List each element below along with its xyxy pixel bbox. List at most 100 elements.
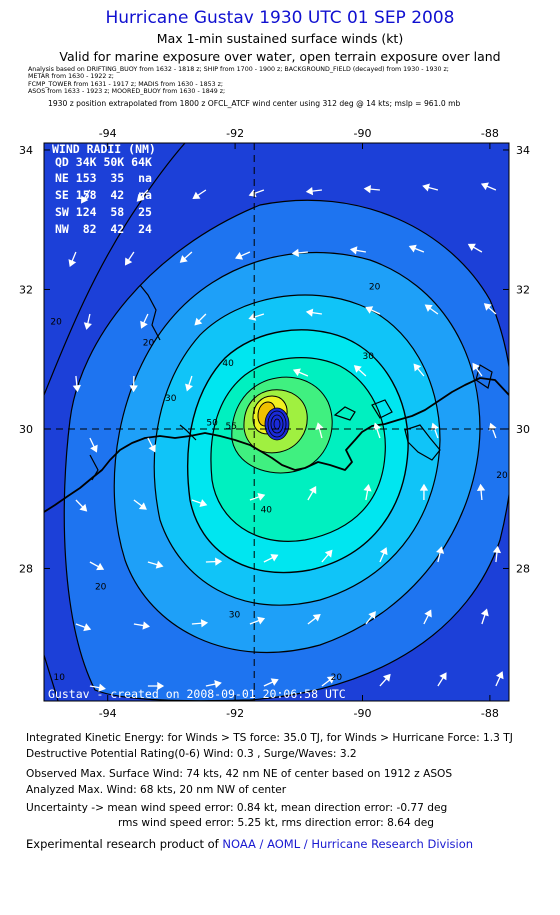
- map-credit: Gustav - created on 2008-09-01 20:06:58 …: [48, 687, 346, 701]
- wind-arrow-head: [379, 547, 388, 556]
- wind-arrow-head: [98, 683, 106, 692]
- lon-tick-label-top: -92: [226, 127, 244, 140]
- wind-arrow-head: [353, 365, 362, 373]
- wind-arrow-head: [90, 444, 98, 453]
- wind-radii-table: WIND RADII (NM) QD 34K 50K 64K NE 153 35…: [52, 142, 156, 236]
- contour-label: 20: [95, 582, 107, 592]
- observed-max-wind-stat: Observed Max. Surface Wind: 74 kts, 42 n…: [26, 768, 453, 780]
- wind-arrow-head: [436, 546, 445, 554]
- lon-tick-label-bottom: -94: [99, 707, 117, 718]
- wind-arrow-head: [424, 609, 432, 618]
- wind-arrow-head: [365, 306, 374, 314]
- wind-field-map: WIND RADII (NM) QD 34K 50K 64K NE 153 35…: [19, 127, 530, 718]
- uncertainty-rms-stat: rms wind speed error: 5.25 kt, rms direc…: [118, 817, 435, 829]
- contour-10kt-west: [44, 143, 186, 396]
- wind-arrow-head: [179, 255, 188, 263]
- wind-arrow-head: [324, 549, 333, 558]
- wind-arrow-head: [305, 186, 314, 196]
- analyzed-max-wind-stat: Analyzed Max. Wind: 68 kts, 20 nm NW of …: [26, 784, 287, 796]
- lat-tick-label-right: 30: [516, 423, 530, 436]
- wind-arrow-head: [270, 678, 279, 686]
- hrd-link[interactable]: NOAA / AOML / Hurricane Research Divisio…: [222, 837, 474, 851]
- wind-arrow-head: [383, 673, 391, 682]
- wind-arrow-head: [439, 672, 447, 681]
- wind-arrow-head: [140, 320, 148, 329]
- analysis-line: ASOS from 1633 - 1923 z; MOORED_BUOY fro…: [28, 87, 226, 95]
- wind-radii-header: QD 34K 50K 64K: [55, 155, 152, 169]
- map-subtitle: Max 1-min sustained surface winds (kt): [156, 31, 404, 46]
- lon-tick-label-top: -90: [354, 127, 372, 140]
- contour-label: 55: [226, 422, 237, 432]
- analysis-line: Analysis based on DRIFTING_BUOY from 163…: [28, 66, 449, 73]
- analysis-sources: Analysis based on DRIFTING_BUOY from 163…: [28, 66, 449, 95]
- coastal-islands: [333, 364, 493, 461]
- wind-arrow-head: [467, 243, 476, 251]
- position-extrapolation-note: 1930 z position extrapolated from 1800 z…: [48, 99, 461, 108]
- exposure-note: Valid for marine exposure over water, op…: [59, 49, 501, 64]
- wind-radii-row-sw: SW 124 58 25: [55, 205, 152, 219]
- lat-tick-label-right: 34: [516, 144, 530, 157]
- wind-arrow-head: [483, 303, 492, 311]
- bay-inlets: [89, 284, 197, 481]
- wind-arrow-head: [157, 681, 165, 691]
- analysis-line: FCMP_TOWER from 1631 - 1917 z; MADIS fro…: [28, 80, 224, 88]
- wind-arrow-head: [305, 308, 314, 317]
- wind-arrow-head: [68, 259, 77, 268]
- wind-arrow-head: [83, 623, 92, 632]
- lat-tick-label-right: 28: [516, 562, 530, 575]
- contour-labels: 20 20 20 20 20 20 30 30 30 40 40 50 55 10: [50, 282, 508, 683]
- wind-arrow-head: [96, 562, 105, 571]
- contour-label: 50: [206, 418, 218, 428]
- wind-arrow-head: [270, 554, 279, 562]
- wind-arrow-head: [492, 545, 502, 554]
- wind-radii-row-ne: NE 153 35 na: [55, 171, 152, 185]
- wind-arrow-head: [292, 368, 301, 377]
- lat-tick-label-right: 32: [516, 283, 530, 296]
- wind-arrow-head: [422, 183, 430, 192]
- wind-arrow-head: [192, 191, 201, 200]
- wind-arrow-head: [291, 248, 299, 258]
- wind-arrow-head: [199, 499, 208, 507]
- contour-label: 20: [369, 282, 381, 292]
- contour-label: 40: [222, 359, 234, 369]
- wind-arrow-head: [424, 304, 433, 312]
- lat-tick-label-left: 34: [19, 144, 33, 157]
- wind-arrow-head: [235, 251, 244, 260]
- credit-footer: Experimental research product of NOAA / …: [26, 837, 473, 851]
- wind-arrow-head: [349, 246, 358, 255]
- wind-arrow-head: [124, 257, 133, 266]
- wind-arrow-head: [312, 614, 321, 622]
- wind-arrow-head: [194, 317, 203, 326]
- wind-arrow-head: [480, 182, 489, 191]
- axis-ticks: -94 -94 -92 -92 -90 -90 -88 -88 34 34 32 32 30 30 28 28: [19, 127, 530, 718]
- contour-label: 10: [54, 673, 66, 683]
- wind-arrow-head: [257, 493, 266, 501]
- contour-label: 30: [165, 394, 177, 404]
- contour-label: 20: [496, 471, 508, 481]
- wind-radii-row-se: SE 158 42 na: [55, 188, 152, 202]
- contour-label: 20: [331, 673, 343, 683]
- uncertainty-mean-stat: Uncertainty -> mean wind speed error: 0.…: [26, 802, 448, 814]
- wind-arrow-head: [155, 560, 164, 569]
- lon-tick-label-top: -88: [481, 127, 499, 140]
- destructive-potential-stat: Destructive Potential Rating(0-6) Wind: …: [26, 748, 357, 760]
- wind-arrow-head: [138, 502, 147, 510]
- wind-arrow-head: [363, 483, 372, 492]
- wind-arrow-head: [472, 362, 480, 371]
- lat-tick-label-left: 28: [19, 562, 33, 575]
- contour-label: 40: [261, 506, 273, 516]
- map-frame: [43, 142, 510, 702]
- wind-arrow-head: [315, 422, 324, 431]
- wind-arrow-head: [309, 485, 317, 495]
- eye-wall-rings: [264, 407, 290, 441]
- wind-arrow-head: [326, 676, 335, 684]
- wind-arrow-head: [215, 557, 223, 566]
- analysis-line: METAR from 1630 - 1922 z;: [28, 73, 114, 81]
- wind-arrow-head: [185, 383, 193, 392]
- footer-prefix: Experimental research product of: [26, 837, 223, 851]
- wind-arrow-head: [373, 422, 381, 431]
- lon-tick-label-bottom: -92: [226, 707, 244, 718]
- wind-arrow-head: [419, 483, 429, 491]
- wind-radii-title: WIND RADII (NM): [52, 142, 156, 156]
- wind-arrow-head: [408, 244, 417, 253]
